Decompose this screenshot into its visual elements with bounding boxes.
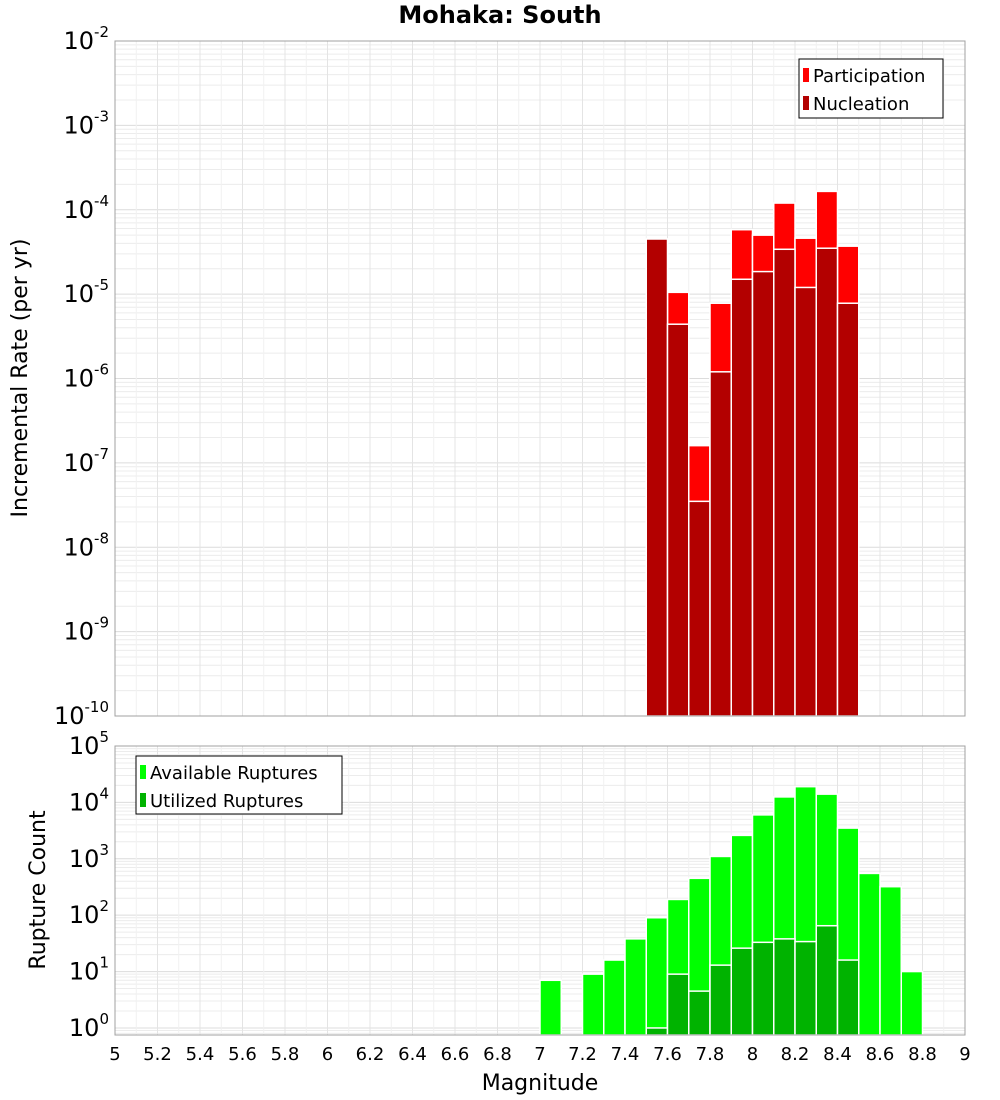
series-utilized-ruptures bbox=[645, 924, 860, 1036]
top-y-axis-label: Incremental Rate (per yr) bbox=[8, 239, 33, 518]
x-tick-label: 8 bbox=[747, 1044, 758, 1065]
x-tick-label: 6.4 bbox=[398, 1044, 427, 1065]
y-tick-label: 10-2 bbox=[63, 23, 109, 55]
x-tick-label: 5.2 bbox=[143, 1044, 172, 1065]
x-tick-label: 8.4 bbox=[823, 1044, 852, 1065]
bottom-y-axis-label: Rupture Count bbox=[26, 810, 51, 970]
y-tick-label: 101 bbox=[69, 954, 109, 986]
bar bbox=[751, 941, 775, 1036]
y-tick-label: 105 bbox=[69, 728, 109, 760]
legend-swatch bbox=[140, 765, 146, 779]
bar bbox=[688, 500, 711, 717]
bar bbox=[709, 371, 732, 717]
x-tick-label: 7 bbox=[534, 1044, 545, 1065]
y-tick-label: 10-6 bbox=[63, 361, 109, 393]
legend-swatch bbox=[803, 68, 809, 82]
bar bbox=[836, 302, 860, 717]
y-tick-label: 10-3 bbox=[63, 107, 109, 139]
x-tick-label: 8.8 bbox=[908, 1044, 937, 1065]
bar bbox=[751, 270, 775, 717]
y-tick-label: 103 bbox=[69, 841, 109, 873]
x-tick-label: 6.8 bbox=[483, 1044, 512, 1065]
x-tick-label: 8.2 bbox=[781, 1044, 810, 1065]
x-tick-label: 7.2 bbox=[568, 1044, 597, 1065]
bar bbox=[624, 938, 647, 1036]
y-tick-label: 104 bbox=[69, 784, 109, 816]
legend: Available Ruptures Utilized Ruptures bbox=[135, 755, 343, 815]
y-tick-label: 10-5 bbox=[63, 276, 109, 308]
bar bbox=[539, 979, 562, 1036]
y-tick-label: 10-4 bbox=[63, 192, 109, 224]
x-tick-label: 5.4 bbox=[186, 1044, 215, 1065]
y-tick-label: 102 bbox=[69, 897, 109, 929]
bar bbox=[900, 970, 924, 1036]
bar bbox=[666, 973, 690, 1036]
bar bbox=[794, 286, 817, 717]
y-tick-label: 10-7 bbox=[63, 445, 109, 477]
legend-swatch bbox=[140, 793, 146, 807]
x-tick-label: 5.6 bbox=[228, 1044, 257, 1065]
bar bbox=[858, 872, 881, 1036]
bar bbox=[773, 248, 796, 717]
x-tick-label: 6.6 bbox=[441, 1044, 470, 1065]
bar bbox=[730, 947, 754, 1036]
plot-frame bbox=[114, 745, 966, 1036]
y-tick-label: 10-10 bbox=[54, 698, 109, 730]
bar bbox=[794, 940, 817, 1036]
legend-swatch bbox=[803, 96, 809, 110]
bar bbox=[645, 917, 669, 1036]
x-tick-label: 5.8 bbox=[271, 1044, 300, 1065]
bar bbox=[815, 924, 839, 1036]
bar bbox=[836, 959, 860, 1036]
x-tick-label: 6 bbox=[322, 1044, 333, 1065]
y-tick-label: 10-9 bbox=[63, 614, 109, 646]
x-axis-label: Magnitude bbox=[482, 1071, 599, 1096]
bar bbox=[603, 959, 626, 1036]
legend-box bbox=[798, 58, 944, 119]
bar bbox=[730, 278, 754, 717]
y-tick-label: 100 bbox=[69, 1010, 109, 1042]
bar bbox=[709, 964, 732, 1036]
x-tick-label: 5 bbox=[109, 1044, 120, 1065]
x-tick-label: 9 bbox=[959, 1044, 970, 1065]
legend-box bbox=[135, 755, 343, 815]
legend-label: Nucleation bbox=[813, 94, 909, 115]
y-tick-label: 10-8 bbox=[63, 529, 109, 561]
legend-label: Utilized Ruptures bbox=[150, 791, 303, 812]
chart-title: Mohaka: South bbox=[398, 1, 601, 29]
bar bbox=[773, 938, 796, 1036]
legend-label: Participation bbox=[813, 66, 925, 87]
x-tick-label: 6.2 bbox=[356, 1044, 385, 1065]
x-tick-label: 8.6 bbox=[866, 1044, 895, 1065]
bar bbox=[645, 1027, 669, 1036]
bar bbox=[645, 238, 669, 717]
x-tick-label: 7.4 bbox=[611, 1044, 640, 1065]
legend-label: Available Ruptures bbox=[150, 763, 318, 784]
bar bbox=[879, 885, 902, 1036]
x-tick-label: 7.6 bbox=[653, 1044, 682, 1065]
legend: Participation Nucleation bbox=[798, 58, 944, 119]
bar bbox=[666, 323, 690, 717]
bar bbox=[688, 990, 711, 1036]
bar bbox=[815, 247, 839, 717]
bar bbox=[581, 973, 605, 1036]
x-tick-label: 7.8 bbox=[696, 1044, 725, 1065]
participation-nucleation-panel: 10-2 10-3 10-4 10-5 10-6 10-7 10-8 10-9 10-10 Par… bbox=[54, 23, 966, 730]
plot-frame bbox=[114, 40, 966, 717]
series-nucleation bbox=[645, 238, 860, 717]
